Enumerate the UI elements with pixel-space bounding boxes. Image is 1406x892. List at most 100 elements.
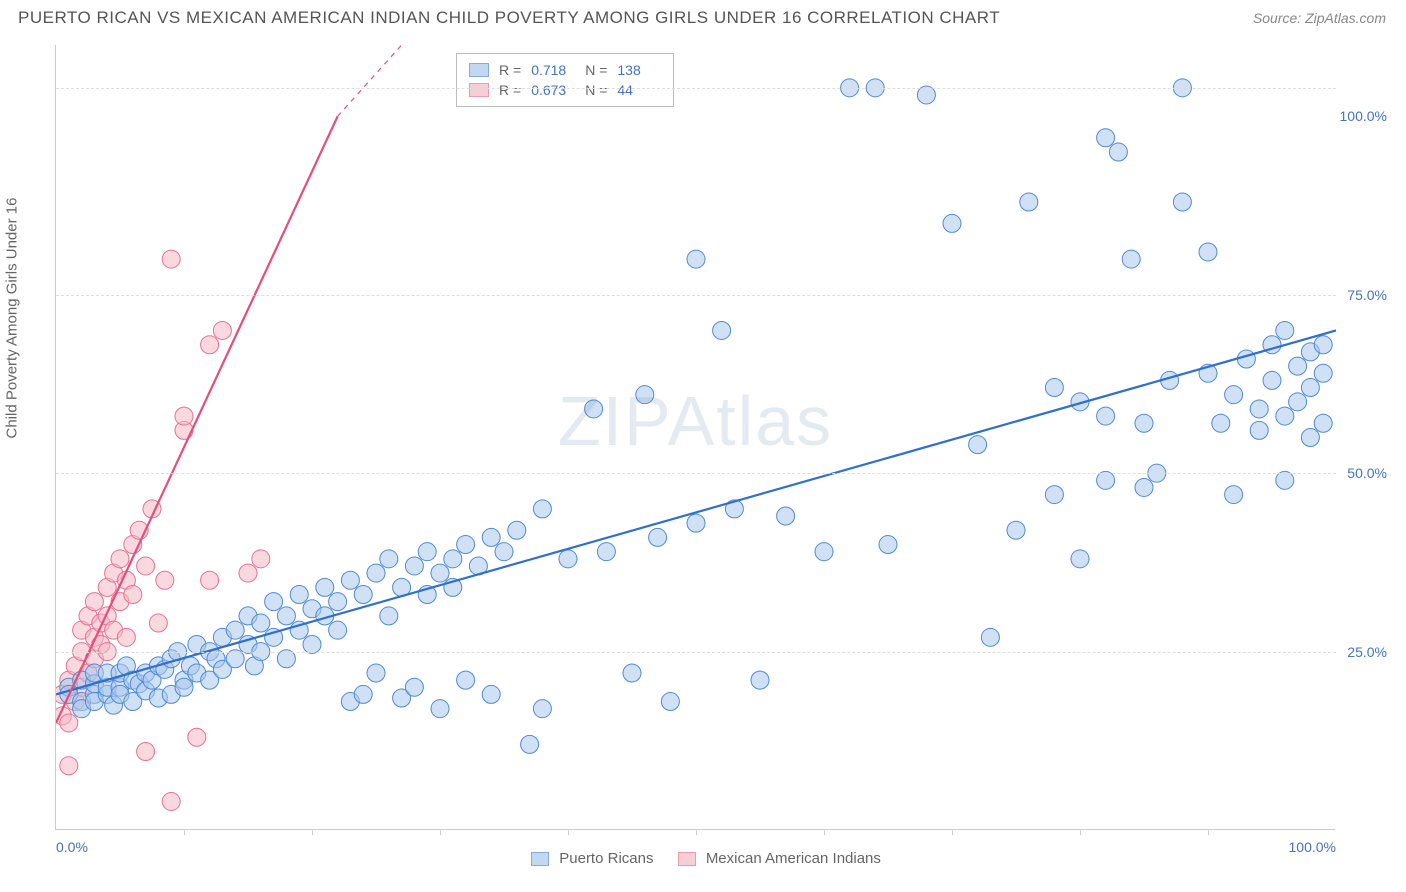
swatch-pink xyxy=(469,83,489,97)
data-point xyxy=(1289,357,1307,375)
data-point xyxy=(277,607,295,625)
y-axis-label: Child Poverty Among Girls Under 16 xyxy=(4,198,21,439)
data-point xyxy=(252,614,270,632)
data-point xyxy=(444,550,462,568)
data-point xyxy=(597,543,615,561)
legend-label-blue: Puerto Ricans xyxy=(559,850,653,867)
data-point xyxy=(482,685,500,703)
stats-row-pink: R = 0.673 N = 44 xyxy=(469,80,661,100)
data-point xyxy=(316,578,334,596)
gridline-h xyxy=(56,473,1336,474)
data-point xyxy=(1097,129,1115,147)
plot-area: ZIPAtlas R = 0.718 N = 138 R = 0.673 N =… xyxy=(55,45,1335,830)
data-point xyxy=(367,664,385,682)
data-point xyxy=(713,321,731,339)
data-point xyxy=(162,250,180,268)
data-point xyxy=(85,593,103,611)
data-point xyxy=(981,628,999,646)
data-point xyxy=(1212,414,1230,432)
swatch-blue xyxy=(469,63,489,77)
source-prefix: Source: xyxy=(1253,10,1305,26)
data-point xyxy=(533,700,551,718)
data-point xyxy=(1314,336,1332,354)
r-label-pink: R = xyxy=(499,82,521,98)
r-value-pink: 0.673 xyxy=(531,82,575,98)
data-point xyxy=(1007,521,1025,539)
source-name: ZipAtlas.com xyxy=(1305,10,1386,26)
chart-header: PUERTO RICAN VS MEXICAN AMERICAN INDIAN … xyxy=(0,0,1406,32)
legend-label-pink: Mexican American Indians xyxy=(706,850,881,867)
stats-legend-box: R = 0.718 N = 138 R = 0.673 N = 44 xyxy=(456,53,674,107)
data-point xyxy=(482,528,500,546)
x-tick xyxy=(824,829,825,835)
data-point xyxy=(879,536,897,554)
data-point xyxy=(969,436,987,454)
n-label-blue: N = xyxy=(585,62,607,78)
data-point xyxy=(111,550,129,568)
x-tick xyxy=(952,829,953,835)
data-point xyxy=(533,500,551,518)
data-point xyxy=(1250,421,1268,439)
legend-swatch-pink xyxy=(678,852,696,866)
data-point xyxy=(149,614,167,632)
data-point xyxy=(341,571,359,589)
data-point xyxy=(1225,486,1243,504)
data-point xyxy=(623,664,641,682)
data-point xyxy=(1173,193,1191,211)
data-point xyxy=(1250,400,1268,418)
x-tick xyxy=(184,829,185,835)
data-point xyxy=(175,407,193,425)
data-point xyxy=(367,564,385,582)
chart-title: PUERTO RICAN VS MEXICAN AMERICAN INDIAN … xyxy=(18,8,1000,28)
data-point xyxy=(354,586,372,604)
data-point xyxy=(188,728,206,746)
data-point xyxy=(1045,486,1063,504)
data-point xyxy=(431,700,449,718)
data-point xyxy=(1225,386,1243,404)
scatter-svg xyxy=(56,45,1336,830)
data-point xyxy=(137,743,155,761)
data-point xyxy=(201,571,219,589)
x-tick-label: 100.0% xyxy=(1289,839,1336,855)
data-point xyxy=(239,564,257,582)
data-point xyxy=(405,678,423,696)
bottom-legend: Puerto Ricans Mexican American Indians xyxy=(56,850,1336,867)
y-tick-label: 100.0% xyxy=(1340,108,1387,124)
data-point xyxy=(1097,407,1115,425)
gridline-h xyxy=(56,295,1336,296)
data-point xyxy=(495,543,513,561)
data-point xyxy=(405,557,423,575)
data-point xyxy=(380,550,398,568)
data-point xyxy=(1301,429,1319,447)
data-point xyxy=(1314,414,1332,432)
data-point xyxy=(290,586,308,604)
x-tick-label: 0.0% xyxy=(56,839,88,855)
data-point xyxy=(1301,379,1319,397)
data-point xyxy=(252,550,270,568)
data-point xyxy=(1314,364,1332,382)
data-point xyxy=(329,621,347,639)
x-tick xyxy=(1080,829,1081,835)
y-tick-label: 50.0% xyxy=(1347,465,1387,481)
data-point xyxy=(1263,371,1281,389)
trend-line-pink-dash xyxy=(338,45,402,116)
y-tick-label: 75.0% xyxy=(1347,287,1387,303)
data-point xyxy=(226,621,244,639)
data-point xyxy=(265,593,283,611)
n-value-blue: 138 xyxy=(617,62,661,78)
x-tick xyxy=(440,829,441,835)
trend-line-blue xyxy=(56,330,1336,694)
data-point xyxy=(1289,393,1307,411)
data-point xyxy=(60,757,78,775)
data-point xyxy=(380,607,398,625)
data-point xyxy=(354,685,372,703)
data-point xyxy=(457,671,475,689)
data-point xyxy=(815,543,833,561)
x-tick xyxy=(312,829,313,835)
data-point xyxy=(777,507,795,525)
data-point xyxy=(661,693,679,711)
data-point xyxy=(1276,321,1294,339)
data-point xyxy=(431,564,449,582)
stats-row-blue: R = 0.718 N = 138 xyxy=(469,60,661,80)
data-point xyxy=(649,528,667,546)
